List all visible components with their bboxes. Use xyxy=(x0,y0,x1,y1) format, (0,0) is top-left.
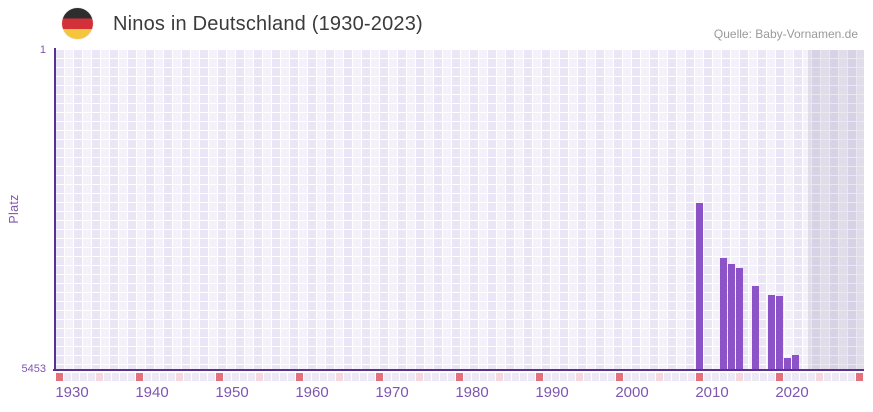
chart-title: Ninos in Deutschland (1930-2023) xyxy=(113,13,423,35)
decade-tick-1969 xyxy=(376,373,383,381)
decade-tick-1949 xyxy=(216,373,223,381)
half-decade-tick-1984 xyxy=(496,373,503,381)
half-decade-tick-1964 xyxy=(336,373,343,381)
source-attribution: Quelle: Baby-Vornamen.de xyxy=(713,27,858,41)
decade-tick-2009 xyxy=(696,373,703,381)
decade-tick-2029 xyxy=(856,373,863,381)
y-axis-tick-bottom: 5453 xyxy=(21,363,46,375)
x-axis-label-2020: 2020 xyxy=(775,384,809,401)
x-axis-label-2000: 2000 xyxy=(615,384,649,401)
x-axis-label-1990: 1990 xyxy=(535,384,569,401)
bar-2021[interactable] xyxy=(792,355,799,369)
decade-tick-1939 xyxy=(136,373,143,381)
x-axis-label-1960: 1960 xyxy=(295,384,329,401)
germany-flag-icon xyxy=(62,8,93,39)
x-axis-label-1950: 1950 xyxy=(215,384,249,401)
x-axis-label-1970: 1970 xyxy=(375,384,409,401)
bar-2018[interactable] xyxy=(768,294,775,369)
x-axis-label-1980: 1980 xyxy=(455,384,489,401)
decade-tick-1989 xyxy=(536,373,543,381)
half-decade-tick-1934 xyxy=(96,373,103,381)
half-decade-tick-1974 xyxy=(416,373,423,381)
bar-2020[interactable] xyxy=(784,358,791,369)
half-decade-tick-2024 xyxy=(816,373,823,381)
x-axis-line xyxy=(53,369,864,371)
y-axis-tick-top: 1 xyxy=(39,44,46,56)
x-axis-label-1930: 1930 xyxy=(55,384,89,401)
half-decade-tick-1954 xyxy=(256,373,263,381)
half-decade-tick-1994 xyxy=(576,373,583,381)
bar-2019[interactable] xyxy=(776,295,783,369)
bar-2009[interactable] xyxy=(696,202,703,369)
decade-tick-1929 xyxy=(56,373,63,381)
y-axis-line xyxy=(54,48,56,371)
half-decade-tick-2004 xyxy=(656,373,663,381)
bar-2016[interactable] xyxy=(752,285,759,369)
x-axis-label-2010: 2010 xyxy=(695,384,729,401)
future-years-shade xyxy=(808,50,864,369)
decade-tick-1979 xyxy=(456,373,463,381)
bar-2012[interactable] xyxy=(720,257,727,369)
half-decade-tick-2014 xyxy=(736,373,743,381)
x-axis-labels: 1930 1940 1950 1960 1970 1980 1990 2000 2010 2020 xyxy=(55,384,864,402)
decade-tick-2019 xyxy=(776,373,783,381)
x-axis-label-1940: 1940 xyxy=(135,384,169,401)
bar-2014[interactable] xyxy=(736,267,743,369)
bar-2013[interactable] xyxy=(728,263,735,369)
decade-tick-1959 xyxy=(296,373,303,381)
y-axis-title: Platz xyxy=(7,194,21,224)
plot-area xyxy=(56,50,864,369)
decade-tick-1999 xyxy=(616,373,623,381)
x-axis-tick-strip xyxy=(56,373,864,381)
half-decade-tick-1944 xyxy=(176,373,183,381)
